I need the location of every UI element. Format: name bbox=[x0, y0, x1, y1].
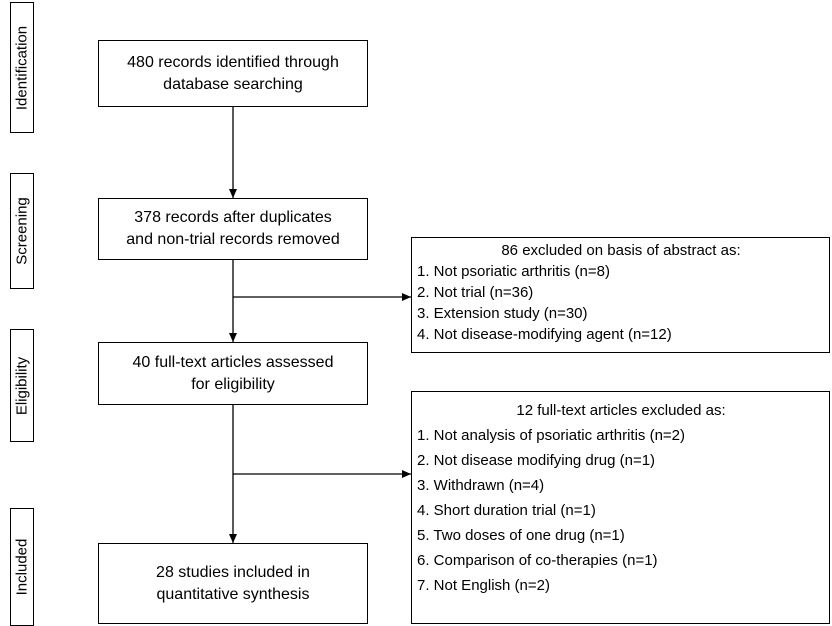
stage-label-included: Included bbox=[10, 508, 34, 626]
stage-label-included-text: Included bbox=[13, 538, 31, 596]
stage-label-screening-text: Screening bbox=[13, 197, 31, 265]
abstract-exclusion-item: 3. Extension study (n=30) bbox=[417, 305, 588, 322]
box-records-identified-line1: 480 records identified through bbox=[127, 53, 339, 71]
fulltext-exclusion-item: 3. Withdrawn (n=4) bbox=[417, 477, 545, 494]
box-records-screened-line2: and non-trial records removed bbox=[126, 231, 340, 248]
fulltext-exclusion-item: 7. Not English (n=2) bbox=[417, 577, 550, 594]
box-fulltext-assessed: 40 full-text articles assessed for eligi… bbox=[98, 342, 368, 405]
stage-label-eligibility-text: Eligibility bbox=[13, 356, 31, 415]
box-records-identified-line2: database searching bbox=[163, 75, 303, 93]
abstract-exclusion-item: 4. Not disease-modifying agent (n=12) bbox=[417, 326, 672, 343]
box-records-identified: 480 records identified through database … bbox=[98, 40, 368, 107]
stage-label-screening: Screening bbox=[10, 173, 34, 289]
fulltext-exclusion-item: 2. Not disease modifying drug (n=1) bbox=[417, 452, 656, 469]
box-studies-included-line2: quantitative synthesis bbox=[156, 585, 310, 603]
fulltext-exclusion-item: 6. Comparison of co-therapies (n=1) bbox=[417, 552, 658, 569]
fulltext-exclusion-item: 5. Two doses of one drug (n=1) bbox=[417, 527, 625, 544]
box-fulltext-assessed-line1: 40 full-text articles assessed bbox=[132, 353, 334, 371]
abstract-exclusion-item: 1. Not psoriatic arthritis (n=8) bbox=[417, 263, 610, 280]
box-fulltext-exclusions: 12 full-text articles excluded as: 1. No… bbox=[411, 391, 830, 624]
box-studies-included-line1: 28 studies included in bbox=[156, 563, 310, 581]
stage-label-identification: Identification bbox=[10, 2, 34, 133]
box-fulltext-assessed-line2: for eligibility bbox=[191, 375, 275, 393]
abstract-exclusions-title: 86 excluded on basis of abstract as: bbox=[501, 242, 741, 259]
abstract-exclusion-item: 2. Not trial (n=36) bbox=[417, 284, 534, 301]
stage-label-eligibility: Eligibility bbox=[10, 329, 34, 442]
box-abstract-exclusions: 86 excluded on basis of abstract as: 1. … bbox=[411, 237, 830, 353]
box-records-screened-line1: 378 records after duplicates bbox=[134, 209, 332, 226]
fulltext-exclusion-item: 1. Not analysis of psoriatic arthritis (… bbox=[417, 427, 686, 444]
fulltext-exclusions-title: 12 full-text articles excluded as: bbox=[516, 402, 726, 419]
box-records-screened: 378 records after duplicates and non-tri… bbox=[98, 198, 368, 260]
box-studies-included: 28 studies included in quantitative synt… bbox=[98, 543, 368, 624]
fulltext-exclusion-item: 4. Short duration trial (n=1) bbox=[417, 502, 596, 519]
stage-label-identification-text: Identification bbox=[13, 25, 31, 110]
